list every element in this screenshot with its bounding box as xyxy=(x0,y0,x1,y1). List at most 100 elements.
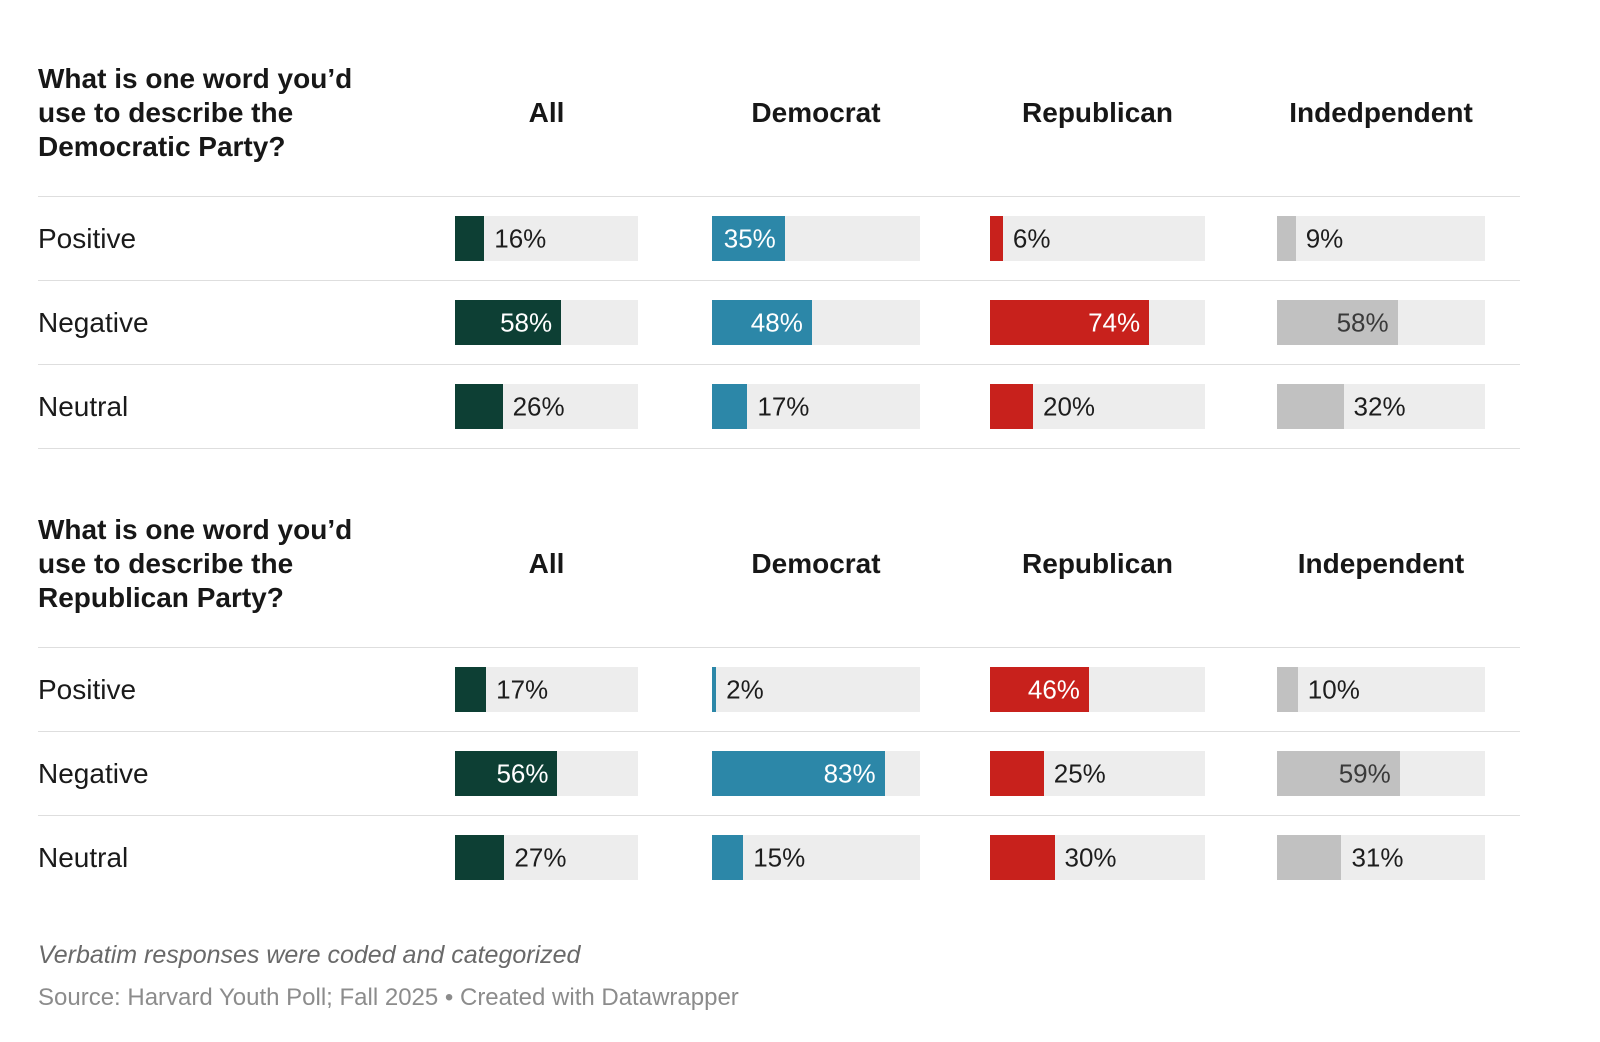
row-label: Positive xyxy=(38,673,137,705)
bar xyxy=(1277,300,1398,345)
bar-cell: 20% xyxy=(990,384,1277,429)
bar-track: 58% xyxy=(455,300,638,345)
bar-cell: 9% xyxy=(1277,216,1520,261)
bar-value-label: 35% xyxy=(723,223,776,253)
bar xyxy=(1277,384,1344,429)
table-row-positive: Positive 17% 2% 46% 10% xyxy=(38,648,1520,732)
bar-value-label: 15% xyxy=(753,842,806,872)
bar-value-label: 56% xyxy=(496,758,549,788)
bar-track: 59% xyxy=(1277,751,1485,796)
bar-cell: 17% xyxy=(455,667,712,712)
bar-value-label: 83% xyxy=(823,758,876,788)
bar-cell: 56% xyxy=(455,751,712,796)
bar xyxy=(712,300,812,345)
column-header-all: All xyxy=(528,548,565,579)
bar-track: 20% xyxy=(990,384,1205,429)
republican-table-header: What is one word you’d use to describe t… xyxy=(38,513,1520,648)
bar-value-label: 10% xyxy=(1307,674,1360,704)
bar-track: 26% xyxy=(455,384,638,429)
bar-value-label: 6% xyxy=(1012,223,1051,253)
bar-track: 16% xyxy=(455,216,638,261)
row-label: Negative xyxy=(38,306,149,338)
bar-cell: 58% xyxy=(455,300,712,345)
bar-track: 56% xyxy=(455,751,638,796)
bar-value-label: 27% xyxy=(514,842,567,872)
question-title-democratic: What is one word you’d use to describe t… xyxy=(38,63,353,162)
table-row-positive: Positive 16% 35% 6% 9% xyxy=(38,197,1520,281)
row-label: Negative xyxy=(38,757,149,789)
bar-cell: 30% xyxy=(990,835,1277,880)
row-label: Neutral xyxy=(38,390,129,422)
bar-cell: 6% xyxy=(990,216,1277,261)
bar-track: 48% xyxy=(712,300,920,345)
column-header-democrat: Democrat xyxy=(751,548,881,579)
bar-cell: 35% xyxy=(712,216,990,261)
bar-cell: 2% xyxy=(712,667,990,712)
bar-track: 83% xyxy=(712,751,920,796)
column-header-republican: Republican xyxy=(1022,548,1173,579)
bar xyxy=(990,300,1150,345)
bar-track: 25% xyxy=(990,751,1205,796)
row-label: Positive xyxy=(38,222,137,254)
column-header-independent: Independent xyxy=(1297,548,1465,579)
bar xyxy=(712,835,744,880)
column-header-republican: Republican xyxy=(1022,97,1173,128)
column-header-indedpendent: Indedpendent xyxy=(1289,97,1473,128)
bar xyxy=(455,667,487,712)
bar-value-label: 48% xyxy=(750,307,803,337)
bar-track: 46% xyxy=(990,667,1205,712)
bar xyxy=(712,751,885,796)
bar-value-label: 26% xyxy=(512,391,565,421)
column-header-all: All xyxy=(528,97,565,128)
bar xyxy=(455,751,558,796)
bar-value-label: 74% xyxy=(1088,307,1141,337)
bar-track: 31% xyxy=(1277,835,1485,880)
bar-cell: 15% xyxy=(712,835,990,880)
bar-cell: 16% xyxy=(455,216,712,261)
bar-cell: 74% xyxy=(990,300,1277,345)
column-header-democrat: Democrat xyxy=(751,97,881,128)
bar-track: 17% xyxy=(455,667,638,712)
bar-value-label: 16% xyxy=(494,223,547,253)
bar-track: 9% xyxy=(1277,216,1485,261)
bar xyxy=(1277,216,1296,261)
bar xyxy=(1277,751,1400,796)
democratic-party-table: What is one word you’d use to describe t… xyxy=(38,62,1520,449)
table-row-negative: Negative 56% 83% 25% 59% xyxy=(38,732,1520,816)
chart-footer: Verbatim responses were coded and catego… xyxy=(38,941,1520,1012)
footnote: Verbatim responses were coded and catego… xyxy=(38,941,581,969)
bar xyxy=(455,835,505,880)
bar xyxy=(712,216,785,261)
bar-cell: 59% xyxy=(1277,751,1520,796)
bar-track: 30% xyxy=(990,835,1205,880)
table-row-neutral: Neutral 26% 17% 20% 32% xyxy=(38,365,1520,449)
bar xyxy=(455,216,485,261)
bar-track: 35% xyxy=(712,216,920,261)
bar-value-label: 58% xyxy=(1336,307,1389,337)
bar xyxy=(1277,667,1298,712)
table-row-negative: Negative 58% 48% 74% 58% xyxy=(38,281,1520,365)
bar-track: 17% xyxy=(712,384,920,429)
row-label: Neutral xyxy=(38,841,129,873)
bar-track: 10% xyxy=(1277,667,1485,712)
bar xyxy=(990,216,1003,261)
bar-cell: 83% xyxy=(712,751,990,796)
bar-track: 27% xyxy=(455,835,638,880)
bar-track: 15% xyxy=(712,835,920,880)
democratic-table-header: What is one word you’d use to describe t… xyxy=(38,62,1520,197)
bar-track: 2% xyxy=(712,667,920,712)
bar-track: 6% xyxy=(990,216,1205,261)
bar-value-label: 32% xyxy=(1353,391,1406,421)
bar-value-label: 20% xyxy=(1043,391,1096,421)
bar-value-label: 59% xyxy=(1338,758,1391,788)
bar xyxy=(455,384,503,429)
bar xyxy=(990,384,1033,429)
bar-track: 58% xyxy=(1277,300,1485,345)
bar xyxy=(712,667,717,712)
bar-value-label: 31% xyxy=(1351,842,1404,872)
bar-track: 74% xyxy=(990,300,1205,345)
source-line: Source: Harvard Youth Poll; Fall 2025 • … xyxy=(38,984,739,1011)
republican-party-table: What is one word you’d use to describe t… xyxy=(38,513,1520,899)
bar-value-label: 9% xyxy=(1305,223,1344,253)
bar xyxy=(990,751,1044,796)
